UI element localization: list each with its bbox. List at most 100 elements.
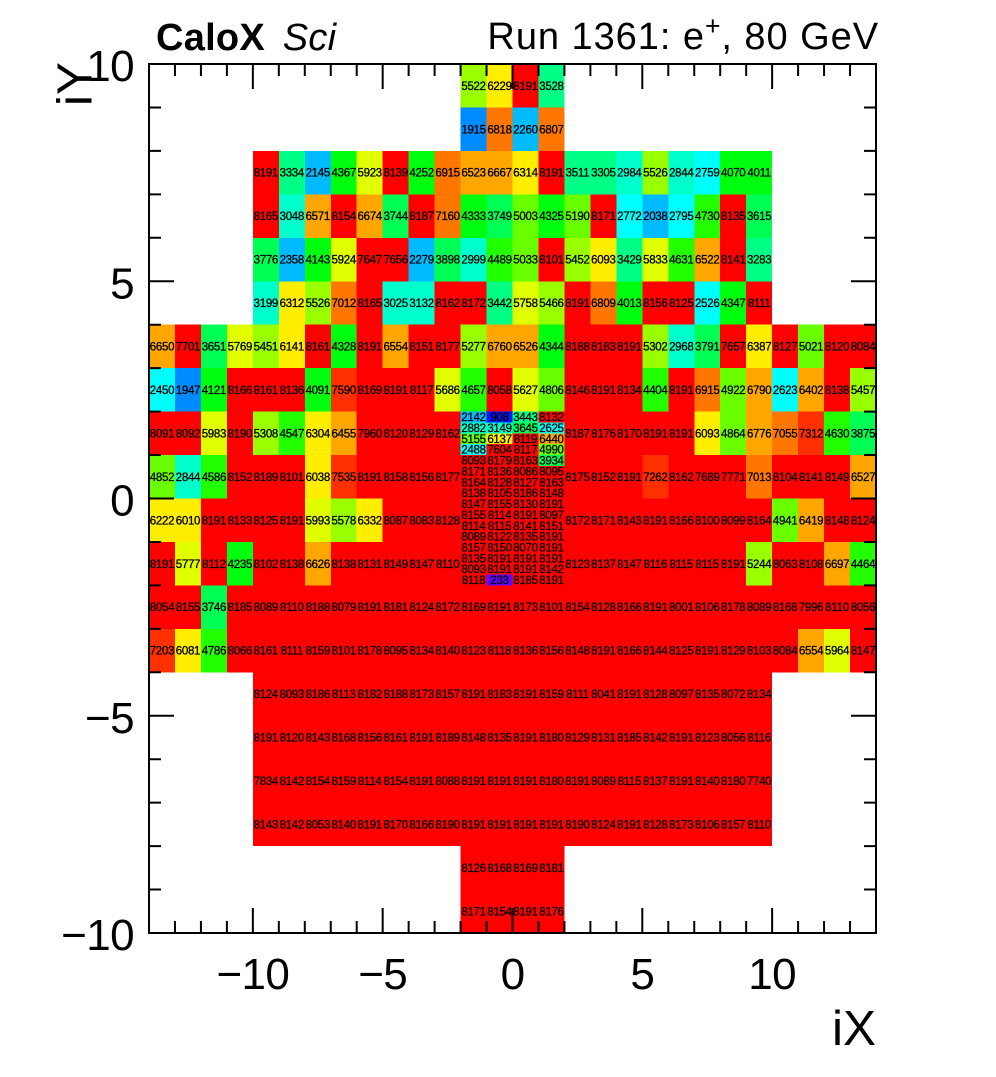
svg-text:8124: 8124 [851, 515, 876, 527]
svg-text:5578: 5578 [332, 515, 356, 527]
svg-text:6674: 6674 [358, 211, 383, 223]
svg-text:8191: 8191 [539, 553, 563, 565]
svg-text:3791: 3791 [695, 342, 719, 354]
svg-text:8161: 8161 [306, 342, 330, 354]
svg-text:2526: 2526 [695, 298, 719, 310]
svg-text:8191: 8191 [202, 515, 226, 527]
svg-text:5155: 5155 [461, 434, 485, 446]
svg-text:3746: 3746 [202, 602, 226, 614]
svg-text:8141: 8141 [799, 472, 823, 484]
svg-text:8161: 8161 [254, 385, 278, 397]
svg-text:4235: 4235 [228, 559, 252, 571]
svg-text:8070: 8070 [513, 542, 537, 554]
svg-text:8189: 8189 [435, 733, 459, 745]
svg-text:8089: 8089 [747, 602, 771, 614]
svg-text:6522: 6522 [695, 255, 719, 267]
svg-text:8190: 8190 [565, 819, 589, 831]
svg-text:2358: 2358 [280, 255, 304, 267]
svg-text:6141: 6141 [280, 342, 304, 354]
svg-text:8092: 8092 [176, 428, 200, 440]
svg-text:8089: 8089 [461, 532, 485, 544]
svg-text:5033: 5033 [513, 255, 537, 267]
svg-text:4657: 4657 [461, 385, 485, 397]
svg-text:10: 10 [86, 42, 134, 91]
svg-text:8191: 8191 [617, 472, 641, 484]
svg-text:8191: 8191 [487, 602, 511, 614]
svg-text:7312: 7312 [799, 428, 823, 440]
svg-text:4941: 4941 [773, 515, 797, 527]
svg-text:6760: 6760 [487, 342, 511, 354]
svg-text:2488: 2488 [461, 445, 485, 457]
svg-text:8191: 8191 [513, 689, 537, 701]
svg-text:8128: 8128 [487, 477, 511, 489]
svg-text:6809: 6809 [591, 298, 615, 310]
svg-text:8191: 8191 [150, 559, 174, 571]
svg-text:5964: 5964 [825, 646, 850, 658]
svg-text:5769: 5769 [228, 342, 252, 354]
svg-text:2279: 2279 [409, 255, 433, 267]
svg-text:8176: 8176 [591, 428, 615, 440]
svg-text:8191: 8191 [513, 564, 537, 576]
svg-text:8191: 8191 [539, 168, 563, 180]
svg-text:8154: 8154 [487, 906, 512, 918]
svg-text:8191: 8191 [487, 819, 511, 831]
svg-text:5003: 5003 [513, 211, 537, 223]
svg-text:8101: 8101 [280, 472, 304, 484]
svg-text:8170: 8170 [383, 819, 407, 831]
svg-text:8161: 8161 [254, 646, 278, 658]
svg-text:8140: 8140 [695, 776, 719, 788]
svg-text:8102: 8102 [254, 559, 278, 571]
svg-text:4070: 4070 [721, 168, 745, 180]
svg-text:4922: 4922 [721, 385, 745, 397]
svg-text:6093: 6093 [591, 255, 615, 267]
svg-text:8179: 8179 [487, 456, 511, 468]
svg-text:8066: 8066 [228, 646, 252, 658]
svg-text:8138: 8138 [280, 559, 304, 571]
svg-text:8112: 8112 [202, 559, 226, 571]
svg-text:7055: 7055 [773, 428, 797, 440]
svg-text:8191: 8191 [539, 542, 563, 554]
svg-text:8171: 8171 [591, 211, 615, 223]
svg-text:8063: 8063 [773, 559, 797, 571]
svg-text:8105: 8105 [487, 488, 511, 500]
svg-text:5308: 5308 [254, 428, 278, 440]
svg-text:8111: 8111 [566, 689, 589, 701]
svg-text:8143: 8143 [306, 733, 330, 745]
svg-text:8083: 8083 [409, 515, 433, 527]
svg-text:8118: 8118 [488, 646, 512, 658]
svg-text:8152: 8152 [591, 472, 615, 484]
svg-text:1947: 1947 [176, 385, 200, 397]
svg-text:10: 10 [748, 950, 796, 999]
svg-text:8188: 8188 [383, 689, 407, 701]
svg-text:8138: 8138 [461, 488, 485, 500]
svg-text:8183: 8183 [591, 342, 615, 354]
svg-text:8116: 8116 [644, 559, 668, 571]
svg-text:8079: 8079 [332, 602, 356, 614]
svg-text:8091: 8091 [150, 428, 174, 440]
svg-text:8141: 8141 [513, 521, 537, 533]
svg-text:8191: 8191 [358, 602, 382, 614]
svg-text:2038: 2038 [643, 211, 667, 223]
svg-text:6790: 6790 [747, 385, 771, 397]
svg-text:8163: 8163 [513, 456, 537, 468]
svg-text:8119: 8119 [514, 434, 538, 446]
svg-text:8169: 8169 [513, 863, 537, 875]
svg-text:8115: 8115 [488, 521, 512, 533]
svg-text:5526: 5526 [306, 298, 330, 310]
svg-text:8149: 8149 [825, 472, 849, 484]
svg-text:6455: 6455 [332, 428, 356, 440]
svg-text:6697: 6697 [825, 559, 849, 571]
svg-text:6038: 6038 [306, 472, 330, 484]
svg-text:8189: 8189 [254, 472, 278, 484]
svg-text:3048: 3048 [280, 211, 304, 223]
svg-text:8191: 8191 [513, 819, 537, 831]
svg-text:908: 908 [490, 412, 508, 424]
svg-text:3283: 3283 [747, 255, 771, 267]
svg-text:8191: 8191 [591, 385, 615, 397]
svg-text:8157: 8157 [461, 542, 485, 554]
svg-text:8144: 8144 [643, 646, 668, 658]
svg-text:8147: 8147 [461, 499, 485, 511]
svg-text:8163: 8163 [539, 477, 563, 489]
svg-text:8191: 8191 [565, 776, 589, 788]
svg-text:8187: 8187 [565, 428, 589, 440]
